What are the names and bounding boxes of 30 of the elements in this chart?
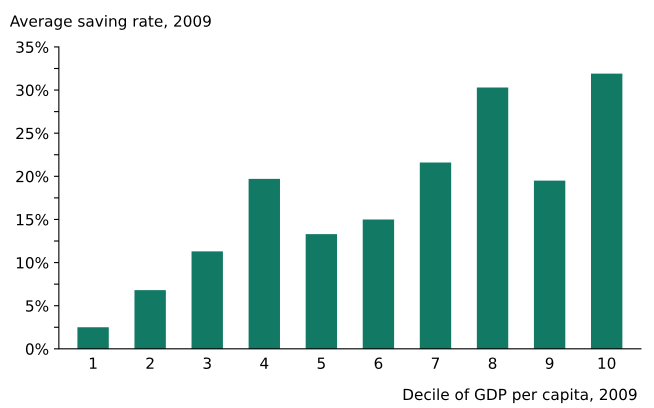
x-tick-label: 3 xyxy=(204,357,211,369)
y-tick-label: 15% xyxy=(16,214,48,226)
y-tick-label: 35% xyxy=(16,41,48,53)
x-tick-label: 2 xyxy=(146,357,154,369)
x-tick-label: 6 xyxy=(374,357,382,369)
x-tick-label: 9 xyxy=(546,357,554,369)
bar xyxy=(192,251,223,349)
x-tick-label: 4 xyxy=(260,358,268,369)
x-tick-label: 8 xyxy=(488,357,496,369)
x-tick-label: 7 xyxy=(432,358,440,369)
y-axis-title: Average saving rate, 2009 xyxy=(10,15,211,30)
bar xyxy=(420,162,452,349)
bar xyxy=(590,74,622,349)
x-tick-label: 1 xyxy=(90,358,97,369)
x-tick-label: 5 xyxy=(318,358,325,369)
bar xyxy=(476,87,508,349)
y-tick-label: 20% xyxy=(16,170,48,182)
bar xyxy=(248,178,280,349)
bar xyxy=(77,327,109,349)
y-tick-label: 5% xyxy=(26,300,48,312)
x-axis-title: Decile of GDP per capita, 2009 xyxy=(404,388,637,404)
y-tick-label: 25% xyxy=(16,128,48,140)
y-tick-label: 0% xyxy=(26,343,48,355)
bar xyxy=(362,219,394,349)
x-tick-label: 10 xyxy=(598,357,616,369)
y-tick-label: 30% xyxy=(16,84,48,96)
bar xyxy=(534,180,566,349)
bar xyxy=(134,290,166,349)
bar xyxy=(306,234,338,349)
y-tick-label: 10% xyxy=(16,257,48,269)
